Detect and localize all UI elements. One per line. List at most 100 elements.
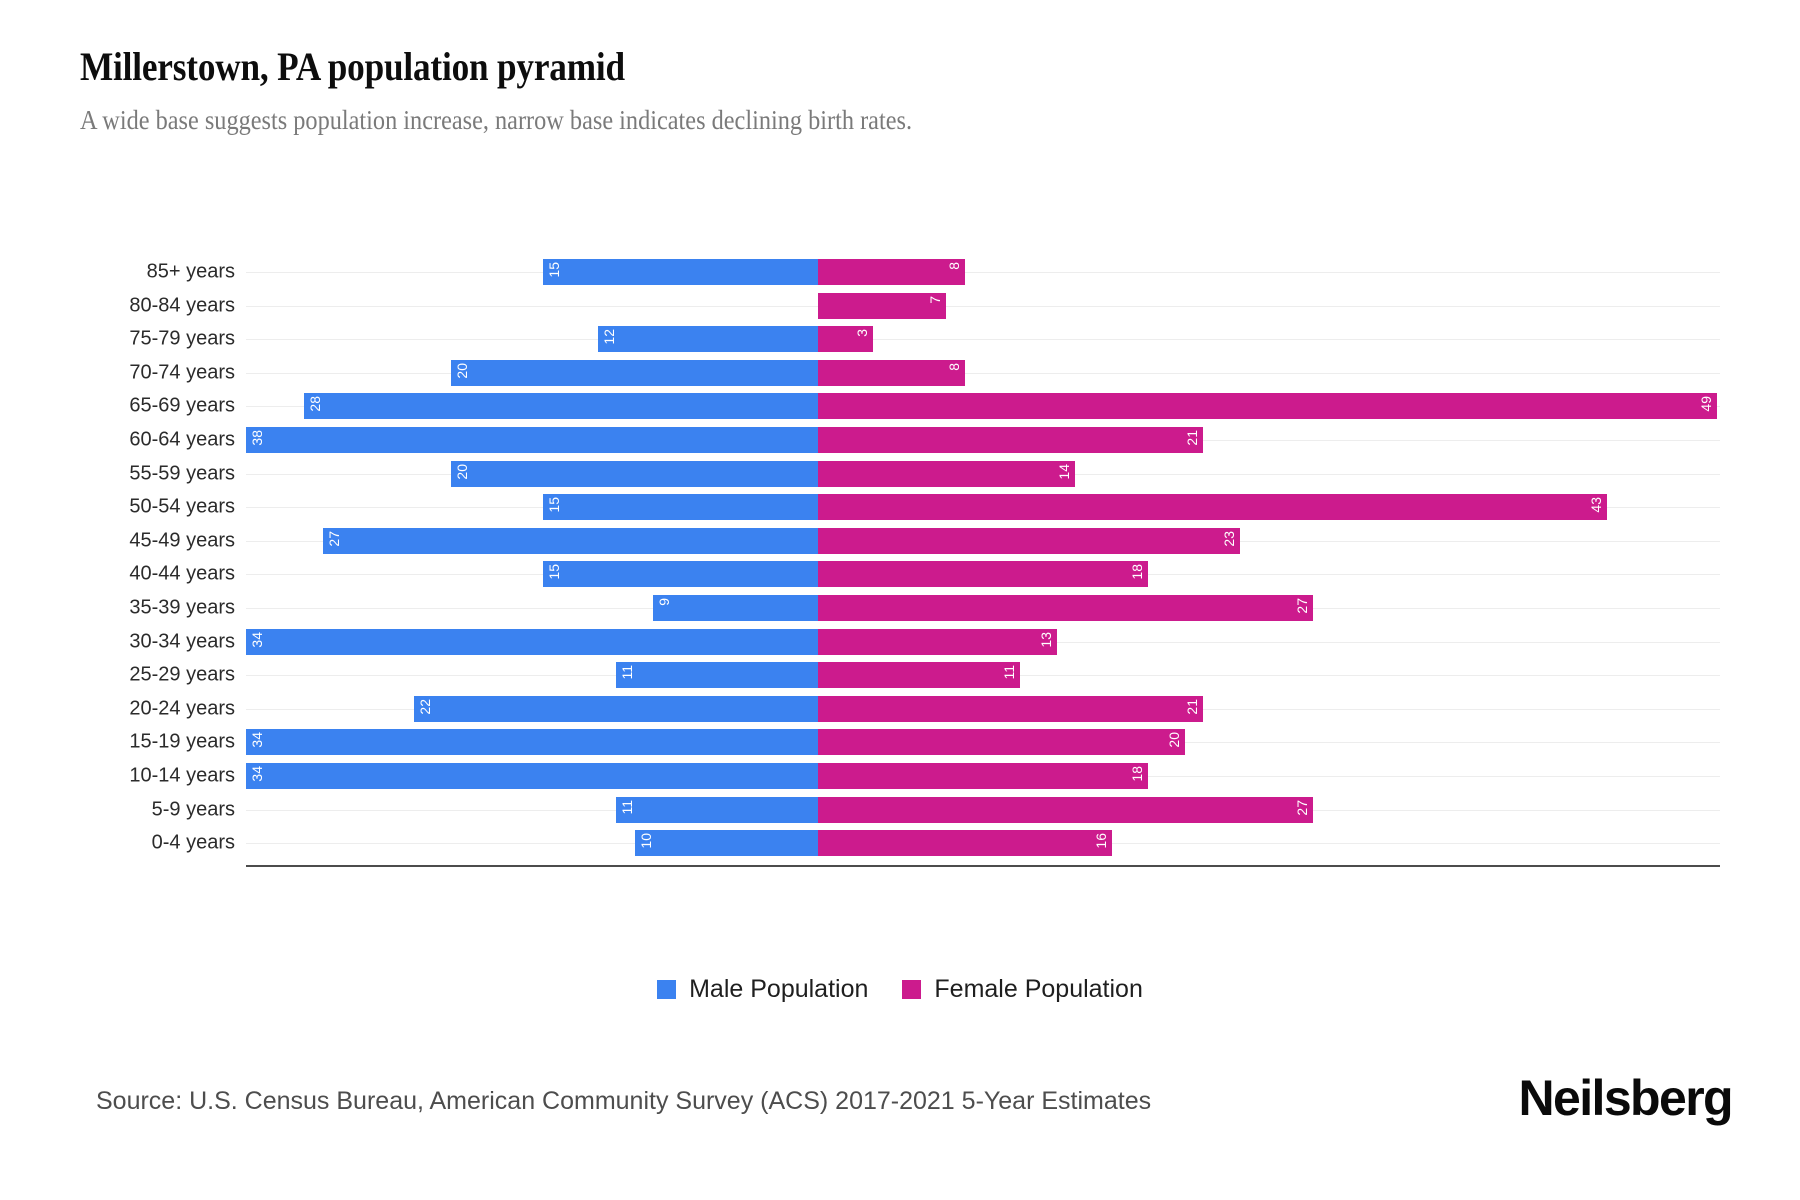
page-subtitle: A wide base suggests population increase… — [80, 105, 913, 135]
bar-value-female: 21 — [1184, 698, 1201, 715]
bar-value-male: 34 — [249, 766, 265, 782]
bar-male[interactable]: 12 — [597, 326, 818, 353]
bar-value-male: 22 — [417, 698, 434, 715]
bar-value-female: 16 — [1092, 833, 1109, 849]
y-axis-label: 80-84 years — [129, 294, 235, 317]
bar-female[interactable]: 8 — [818, 359, 965, 386]
source-attribution: Source: U.S. Census Bureau, American Com… — [96, 1087, 1152, 1115]
bar-male[interactable]: 34 — [246, 763, 818, 789]
bar-female[interactable]: 27 — [818, 796, 1314, 823]
pyramid-row: 20 8 — [246, 359, 1720, 386]
bar-value-female: 21 — [1184, 430, 1201, 446]
bar-male[interactable]: 27 — [322, 527, 818, 554]
bar-male[interactable]: 15 — [542, 561, 818, 588]
y-axis-label: 10-14 years — [129, 764, 235, 787]
legend-item-male[interactable]: Male Population — [657, 975, 868, 1004]
bar-male[interactable]: 11 — [616, 662, 818, 689]
bar-male[interactable]: 28 — [304, 393, 818, 420]
pyramid-row: 15 43 — [246, 494, 1720, 521]
bar-female[interactable]: 18 — [818, 763, 1149, 789]
pyramid-row: 15 8 — [246, 259, 1720, 285]
bar-female[interactable]: 11 — [818, 662, 1020, 689]
bar-value-female: 23 — [1221, 530, 1238, 547]
bar-value-male: 15 — [545, 564, 562, 580]
population-pyramid-chart: 85+ years 80-84 years 75-79 years 70-74 yea… — [80, 259, 1720, 902]
y-axis-label: 5-9 years — [151, 798, 235, 821]
bar-value-female: 27 — [1294, 799, 1311, 816]
y-axis-labels: 85+ years 80-84 years 75-79 years 70-74 yea… — [80, 260, 235, 882]
pyramid-row: 11 27 — [246, 796, 1720, 823]
bar-male[interactable]: 11 — [616, 796, 818, 823]
bar-male[interactable]: 22 — [414, 695, 818, 722]
legend-item-female[interactable]: Female Population — [902, 975, 1143, 1004]
pyramid-row: 22 21 — [246, 695, 1720, 722]
pyramid-row: 34 13 — [246, 628, 1720, 655]
bar-female[interactable]: 14 — [818, 460, 1075, 487]
pyramid-row: 27 23 — [246, 527, 1720, 554]
y-axis-label: 45-49 years — [129, 529, 235, 552]
bar-male[interactable]: 9 — [652, 595, 818, 621]
bar-male[interactable]: 34 — [246, 729, 818, 756]
bar-value-female: 3 — [854, 329, 871, 337]
bar-value-female: 7 — [927, 295, 944, 304]
bar-female[interactable]: 21 — [818, 695, 1204, 722]
bar-value-female: 11 — [1000, 665, 1017, 680]
pyramid-row: 10 16 — [246, 830, 1720, 857]
bar-value-male: 12 — [600, 329, 617, 345]
bar-female[interactable]: 18 — [818, 561, 1149, 588]
gridline — [246, 339, 1720, 341]
bar-value-female: 13 — [1037, 631, 1054, 648]
y-axis-label: 30-34 years — [129, 630, 235, 653]
bar-male[interactable]: 38 — [246, 427, 818, 453]
pyramid-row: 20 14 — [246, 460, 1720, 487]
bar-value-female: 8 — [945, 362, 962, 371]
bar-value-female: 49 — [1698, 396, 1715, 412]
bar-male[interactable]: 15 — [542, 494, 818, 521]
y-axis-label: 75-79 years — [129, 327, 235, 350]
bar-female[interactable]: 20 — [818, 729, 1185, 756]
bar-female[interactable]: 3 — [818, 326, 874, 353]
bar-female[interactable]: 43 — [818, 494, 1608, 521]
bar-value-male: 15 — [545, 497, 562, 513]
bar-female[interactable]: 23 — [818, 527, 1241, 554]
y-axis-label: 50-54 years — [129, 495, 235, 518]
bar-male[interactable]: 20 — [451, 359, 818, 386]
bar-male[interactable]: 15 — [542, 259, 818, 285]
bar-value-male: 28 — [307, 396, 324, 412]
bar-value-male: 11 — [619, 665, 636, 680]
bar-value-male: 9 — [655, 598, 672, 606]
pyramid-row: 34 20 — [246, 729, 1720, 756]
gridline — [246, 305, 1720, 307]
bar-male[interactable]: 34 — [246, 628, 818, 655]
bar-female[interactable]: 16 — [818, 830, 1112, 857]
y-axis-label: 85+ years — [146, 260, 235, 283]
bar-female[interactable]: 8 — [818, 259, 965, 285]
y-axis-label: 15-19 years — [129, 730, 235, 753]
bar-female[interactable]: 7 — [818, 292, 947, 319]
bar-value-male: 10 — [637, 833, 654, 849]
bar-value-male: 15 — [545, 262, 562, 278]
chart-legend: Male Population Female Population — [0, 975, 1800, 1015]
pyramid-row: 28 49 — [246, 393, 1720, 420]
y-axis-label: 55-59 years — [129, 462, 235, 485]
bar-female[interactable]: 21 — [818, 427, 1204, 453]
bar-male[interactable]: 10 — [634, 830, 818, 857]
legend-swatch-female-icon — [902, 980, 922, 999]
bar-female[interactable]: 49 — [818, 393, 1718, 420]
page-title: Millerstown, PA population pyramid — [80, 44, 625, 89]
pyramid-row: 9 27 — [246, 595, 1720, 621]
bar-value-female: 14 — [1055, 463, 1072, 480]
bar-male[interactable]: 20 — [451, 460, 818, 487]
y-axis-label: 35-39 years — [129, 596, 235, 619]
bar-value-female: 18 — [1129, 564, 1146, 580]
chart-footer: Source: U.S. Census Bureau, American Com… — [0, 1070, 1800, 1145]
bar-value-female: 18 — [1129, 766, 1146, 782]
pyramid-row: 11 11 — [246, 662, 1720, 689]
pyramid-row: 15 18 — [246, 561, 1720, 588]
bar-female[interactable]: 27 — [818, 595, 1314, 621]
pyramid-row: 38 21 — [246, 427, 1720, 453]
y-axis-label: 20-24 years — [129, 697, 235, 720]
bar-value-female: 43 — [1588, 497, 1605, 513]
bar-female[interactable]: 13 — [818, 628, 1057, 655]
bar-value-male: 34 — [249, 732, 265, 748]
